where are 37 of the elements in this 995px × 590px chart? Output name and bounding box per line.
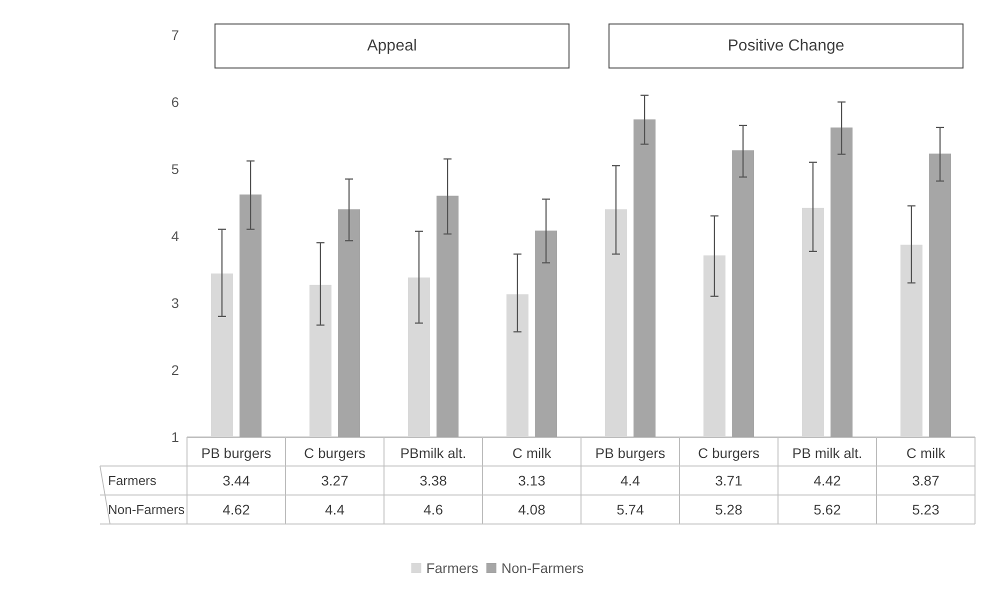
y-tick-label: 4 [171,228,180,244]
data-label: 4.08 [518,502,546,518]
y-tick-label: 5 [171,161,180,177]
x-tick-label: PB burgers [595,445,666,461]
text: Farmers [108,473,156,488]
text: Non-Farmers [108,502,185,517]
data-label: 3.71 [715,472,743,488]
data-label: 5.62 [814,502,842,518]
data-label: 5.23 [912,502,940,518]
y-tick-label: 3 [171,295,180,311]
x-tick-label: PBmilk alt. [400,445,466,461]
annotation: Appeal [367,38,417,54]
annotation: Positive Change [728,38,844,54]
data-label: 4.62 [222,502,250,518]
data-label: 3.44 [222,472,250,488]
data-label: 4.4 [620,472,640,488]
data-label: 5.74 [616,502,644,518]
y-tick-label: 2 [171,362,180,378]
x-tick-label: C milk [512,445,552,461]
y-tick-label: 6 [171,94,180,110]
legend-label: Non-Farmers [501,560,584,576]
x-tick-label: C milk [906,445,946,461]
x-tick-label: C burgers [304,445,366,461]
x-tick-label: PB burgers [201,445,272,461]
data-label: 3.87 [912,472,940,488]
data-label: 3.13 [518,472,546,488]
data-label: 4.42 [814,472,842,488]
data-label: 3.38 [420,472,448,488]
y-tick-label: 1 [171,429,180,445]
data-label: 4.6 [424,502,444,518]
x-tick-label: C burgers [698,445,760,461]
x-tick-label: PB milk alt. [792,445,862,461]
data-label: 5.28 [715,502,743,518]
legend-label: Farmers [426,560,478,576]
data-label: 4.4 [325,502,345,518]
data-label: 3.27 [321,472,349,488]
y-tick-label: 7 [171,27,180,43]
